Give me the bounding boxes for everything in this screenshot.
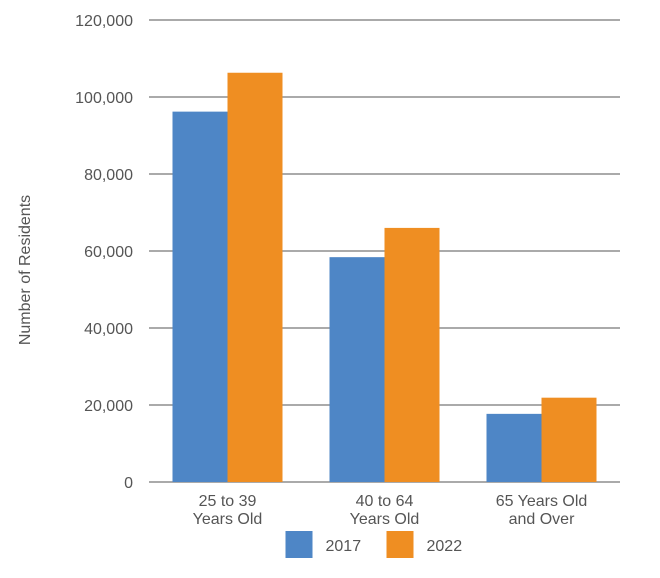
x-category-label-line: Years Old [193, 511, 263, 528]
y-tick-label: 80,000 [84, 167, 133, 184]
legend: 2017 2022 [285, 531, 463, 558]
y-tick-label: 100,000 [75, 90, 133, 107]
legend-swatch-2017 [285, 531, 313, 558]
x-category-label: 25 to 39 Years Old [193, 493, 263, 528]
bar-2017 [172, 111, 228, 482]
y-axis-ticks: 0 20,000 40,000 60,000 80,000 100,000 120,000 [75, 13, 133, 492]
y-tick-label: 120,000 [75, 13, 133, 30]
bar-2017 [486, 413, 542, 482]
x-category-label: 65 Years Old and Over [496, 493, 588, 528]
y-tick-label: 0 [124, 475, 133, 492]
bar-2022 [384, 227, 440, 482]
legend-label: 2022 [427, 538, 463, 555]
bar-2022 [227, 72, 283, 483]
x-category-label-line: 25 to 39 [199, 493, 257, 510]
x-category-label-line: 40 to 64 [356, 493, 414, 510]
y-axis-label: Number of Residents [17, 195, 34, 345]
x-category-label: 40 to 64 Years Old [350, 493, 420, 528]
bar-2017 [329, 257, 385, 482]
legend-label: 2017 [326, 538, 362, 555]
bar-2022 [541, 397, 597, 482]
legend-swatch-2022 [386, 531, 414, 558]
y-tick-label: 20,000 [84, 398, 133, 415]
x-category-label-line: 65 Years Old [496, 493, 588, 510]
x-category-label-line: and Over [509, 511, 575, 528]
x-category-label-line: Years Old [350, 511, 420, 528]
y-tick-label: 60,000 [84, 244, 133, 261]
y-tick-label: 40,000 [84, 321, 133, 338]
bars [172, 72, 597, 483]
